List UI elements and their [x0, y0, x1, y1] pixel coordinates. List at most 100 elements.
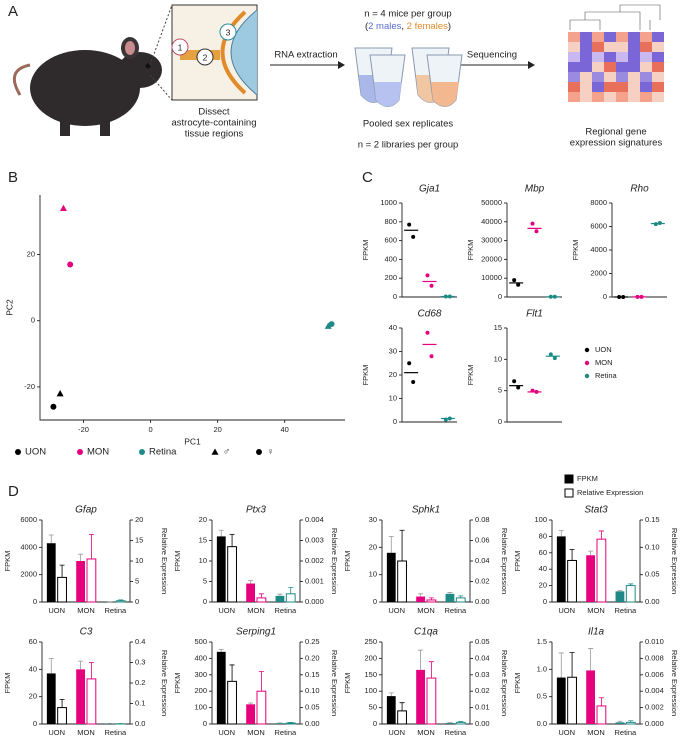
x-tick-label: Retina	[614, 728, 637, 737]
y2-axis-label: Relative Expression	[160, 650, 169, 716]
heatmap-cell	[652, 42, 664, 52]
x-tick-label: MON	[77, 606, 95, 615]
x-tick-label: MON	[417, 728, 435, 737]
point	[512, 379, 517, 384]
bar	[596, 705, 607, 725]
legend-swatch	[584, 347, 590, 353]
tick-label: 0.4	[135, 637, 145, 646]
heatmap-cell	[568, 92, 580, 102]
y2-axis-label: Relative Expression	[330, 528, 339, 594]
x-tick-label: Retina	[274, 728, 297, 737]
x-tick-label: Retina	[104, 728, 127, 737]
tick-label: 0	[498, 292, 502, 301]
tick-label: 300	[194, 670, 207, 679]
heatmap-cell	[592, 72, 604, 82]
tick-label: 0.25	[305, 637, 320, 646]
chart-title: Serping1	[236, 627, 276, 638]
error-bar	[88, 533, 94, 559]
tick-label: 0.01	[475, 703, 490, 712]
point	[516, 282, 521, 287]
heatmap-cell	[592, 82, 604, 92]
tick-label: 0	[31, 316, 35, 325]
tick-label: 200	[364, 653, 377, 662]
sex-text: 2 males	[368, 21, 402, 32]
x-tick-label: UON	[218, 728, 235, 737]
legend-label: ♀	[267, 447, 274, 458]
chart-title: Mbp	[525, 184, 545, 195]
tick-label: 10	[369, 570, 377, 579]
point	[425, 330, 430, 335]
heatmap-cell	[604, 62, 616, 72]
tick-label: 0.3	[135, 657, 145, 666]
bar	[586, 555, 595, 602]
tick-label: 0	[203, 719, 207, 728]
error-bar	[48, 534, 54, 544]
tick-label: 10	[494, 354, 502, 363]
x-tick-label: UON	[48, 606, 65, 615]
bar	[115, 600, 126, 603]
point	[429, 354, 434, 359]
bar	[567, 559, 577, 603]
tick-label: 0.0	[135, 719, 145, 728]
bar	[596, 538, 607, 603]
bar	[397, 710, 407, 725]
heatmap-cell	[640, 92, 652, 102]
error-bar	[569, 652, 575, 678]
tick-label: 0.000	[645, 719, 664, 728]
tick-label: 200	[194, 686, 207, 695]
tick-label: 20	[389, 370, 397, 379]
legend-label: Retina	[149, 447, 177, 458]
heatmap-cell	[592, 52, 604, 62]
heatmap-cell	[592, 32, 604, 42]
bar	[397, 560, 407, 603]
tick-label: 0.5	[537, 692, 547, 701]
heatmap-cell	[616, 62, 628, 72]
tick-label: 200	[384, 273, 397, 282]
chart-title: Il1a	[588, 627, 605, 638]
point	[548, 352, 553, 357]
error-bar	[598, 697, 604, 706]
error-bar	[277, 593, 283, 596]
tick-label: 0.00	[645, 597, 660, 606]
y-axis-label: FPKM	[3, 673, 12, 694]
heatmap-cell	[652, 52, 664, 62]
heatmap-cell	[580, 52, 592, 62]
tick-label: 0.006	[645, 670, 664, 679]
bar	[567, 676, 577, 725]
bar	[615, 591, 625, 602]
heatmap-cell	[640, 62, 652, 72]
error-bar	[617, 590, 623, 592]
legend-swatch	[564, 474, 574, 484]
diagram-text: RNA extraction	[274, 50, 337, 61]
bar	[86, 678, 97, 725]
tick-label: 0	[373, 597, 377, 606]
heatmap-cell	[592, 42, 604, 52]
heatmap-cell	[604, 82, 616, 92]
tick-label: 2000	[20, 570, 37, 579]
tick-label: 0.002	[645, 703, 664, 712]
heatmap-cell	[604, 52, 616, 62]
tick-label: 0.03	[475, 670, 490, 679]
tick-label: 0.000	[305, 597, 324, 606]
tick-label: 40	[539, 564, 547, 573]
tick-label: 30000	[481, 236, 502, 245]
x-tick-label: UON	[558, 728, 575, 737]
chart-title: Cd68	[418, 309, 442, 320]
heatmap-cell	[580, 42, 592, 52]
heatmap-cell	[652, 72, 664, 82]
region-number: 1	[178, 42, 183, 52]
error-bar	[48, 658, 54, 674]
tick-label: 4000	[590, 245, 607, 254]
heatmap-cell	[640, 72, 652, 82]
error-bar	[88, 662, 94, 679]
error-bar	[588, 550, 594, 556]
tick-label: 50000	[481, 198, 502, 207]
heatmap-cell	[580, 92, 592, 102]
legend-label: Relative Expression	[577, 488, 643, 497]
heatmap-cell	[628, 92, 640, 102]
x-tick-label: Retina	[444, 606, 467, 615]
point	[407, 361, 412, 366]
panel-label: D	[8, 483, 19, 500]
tick-label: 500	[194, 637, 207, 646]
heatmap-cell	[616, 32, 628, 42]
